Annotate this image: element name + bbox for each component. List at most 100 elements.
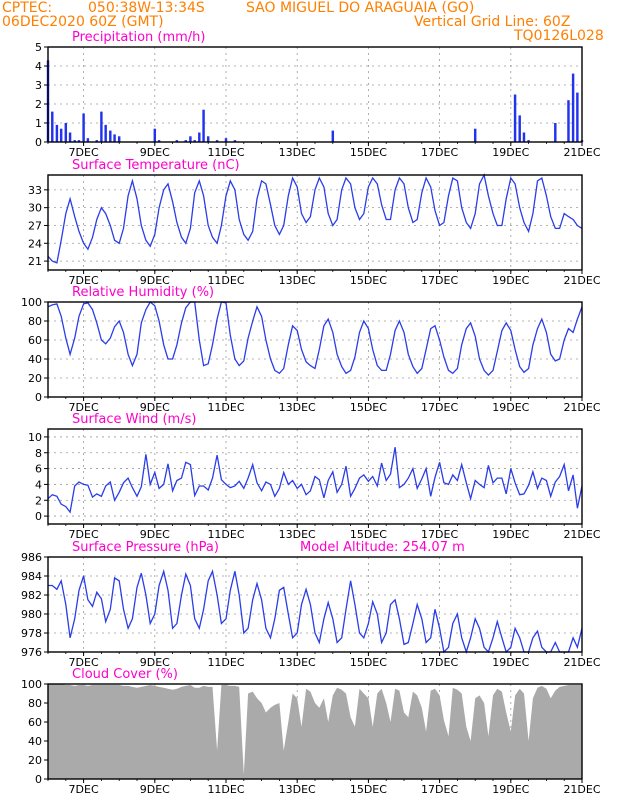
y-tick-label: 0: [35, 773, 42, 786]
x-tick-label: 19DEC: [492, 401, 529, 414]
precip-bar: [73, 140, 76, 142]
temp-line: [47, 173, 583, 264]
precip-bar: [224, 138, 228, 142]
precip-bar: [567, 100, 570, 142]
precip-bar: [153, 128, 157, 142]
coordinates-label: 050:38W-13:34S: [88, 0, 205, 16]
y-tick-label: 100: [21, 678, 42, 691]
y-tick-label: 27: [28, 219, 42, 232]
x-tick-label: 9DEC: [140, 528, 170, 541]
panel-title: Surface Wind (m/s): [72, 412, 196, 427]
x-tick-label: 9DEC: [140, 274, 170, 287]
cloud-panel: 0 20 40 60 80 100 7DEC 9DEC 11DEC 13DEC 15DEC 17DEC…: [21, 667, 601, 796]
precip-bar: [86, 138, 90, 142]
y-tick-label: 0: [35, 391, 42, 404]
precip-bar: [77, 140, 81, 142]
y-tick-label: 0: [35, 510, 42, 523]
x-tick-label: 21DEC: [563, 528, 600, 541]
precip-bar: [175, 140, 179, 142]
precip-bar: [113, 134, 116, 142]
x-tick-label: 11DEC: [207, 146, 244, 159]
y-tick-label: 40: [28, 353, 42, 366]
x-tick-label: 7DEC: [69, 656, 99, 669]
precip-bar: [518, 115, 521, 142]
x-tick-label: 15DEC: [350, 528, 387, 541]
panel-title: Surface Temperature (nC): [72, 158, 240, 173]
y-tick-label: 30: [28, 202, 42, 215]
y-tick-label: 24: [28, 237, 42, 250]
x-tick-label: 11DEC: [207, 656, 244, 669]
precip-bar: [233, 140, 237, 142]
x-tick-label: 7DEC: [69, 401, 99, 414]
precip-bar: [104, 124, 107, 142]
precip-bar: [55, 124, 59, 142]
precip-bar: [576, 92, 579, 142]
y-tick-label: 984: [21, 570, 42, 583]
x-tick-label: 19DEC: [492, 656, 529, 669]
pres-panel: 976 978 980 982 984 986 7DEC 9DEC 11DEC 13DEC 15DE…: [21, 540, 601, 669]
precip-bar: [157, 140, 161, 142]
x-tick-label: 9DEC: [140, 146, 170, 159]
x-tick-label: 7DEC: [69, 783, 99, 796]
x-tick-label: 13DEC: [279, 528, 316, 541]
run-date-label: 06DEC2020 60Z (GMT): [2, 14, 164, 30]
precip-bar: [100, 111, 103, 142]
y-tick-label: 21: [28, 255, 42, 268]
y-tick-label: 3: [35, 79, 42, 92]
temp-panel: 21 24 27 30 33 7DEC 9DEC 11DEC 13DEC 15DEC 17DEC 19…: [28, 158, 601, 287]
x-tick-label: 7DEC: [69, 528, 99, 541]
precip-bar: [198, 132, 201, 142]
y-tick-label: 6: [35, 463, 42, 476]
x-tick-label: 21DEC: [563, 656, 600, 669]
y-tick-label: 20: [28, 754, 42, 767]
precip-bar: [193, 140, 196, 142]
wind-panel: 0 2 4 6 8 10 7DEC 9DEC 11DEC 13DEC 15DEC 17DEC 19DEC…: [28, 412, 601, 541]
x-tick-label: 13DEC: [279, 401, 316, 414]
precip-bar: [202, 109, 205, 142]
x-tick-label: 9DEC: [140, 656, 170, 669]
precip-bar: [206, 136, 210, 142]
panel-title: Surface Pressure (hPa): [72, 540, 219, 555]
y-tick-label: 980: [21, 608, 42, 621]
y-tick-label: 100: [21, 296, 42, 309]
precip-bar: [554, 123, 557, 142]
wind-line: [47, 447, 583, 514]
rh-line: [47, 301, 583, 377]
x-tick-label: 7DEC: [69, 274, 99, 287]
panel-title: Precipitation (mm/h): [72, 30, 205, 45]
rh-panel: 0 20 40 60 80 100 7DEC 9DEC 11DEC 13DEC 15DEC 17DEC…: [21, 285, 601, 414]
x-tick-label: 21DEC: [563, 401, 600, 414]
y-tick-label: 20: [28, 372, 42, 385]
x-tick-label: 19DEC: [492, 146, 529, 159]
x-tick-label: 13DEC: [279, 783, 316, 796]
x-tick-label: 17DEC: [421, 656, 458, 669]
y-tick-label: 4: [35, 60, 42, 73]
precip-bar: [95, 140, 98, 142]
y-tick-label: 80: [28, 315, 42, 328]
precip-bar: [215, 140, 219, 142]
y-tick-label: 986: [21, 551, 42, 564]
x-tick-label: 13DEC: [279, 146, 316, 159]
precip-bar: [82, 113, 85, 142]
x-tick-label: 17DEC: [421, 528, 458, 541]
pres-line: [48, 568, 583, 655]
y-tick-label: 4: [35, 478, 42, 491]
x-tick-label: 19DEC: [492, 783, 529, 796]
grid-line-label: Vertical Grid Line: 60Z: [414, 14, 571, 30]
x-tick-label: 11DEC: [207, 783, 244, 796]
station-label: SAO MIGUEL DO ARAGUAIA (GO): [246, 0, 475, 16]
y-tick-label: 1: [35, 117, 42, 130]
y-tick-label: 60: [28, 334, 42, 347]
x-tick-label: 7DEC: [69, 146, 99, 159]
x-tick-label: 21DEC: [563, 783, 600, 796]
panel-annotation: Model Altitude: 254.07 m: [300, 540, 465, 555]
x-tick-label: 17DEC: [421, 146, 458, 159]
x-tick-label: 11DEC: [207, 274, 244, 287]
panel-title: Relative Humidity (%): [72, 285, 214, 300]
precip-bar: [109, 130, 112, 142]
x-tick-label: 9DEC: [140, 783, 170, 796]
x-tick-label: 15DEC: [350, 783, 387, 796]
y-tick-label: 80: [28, 697, 42, 710]
precip-bar: [473, 128, 477, 142]
